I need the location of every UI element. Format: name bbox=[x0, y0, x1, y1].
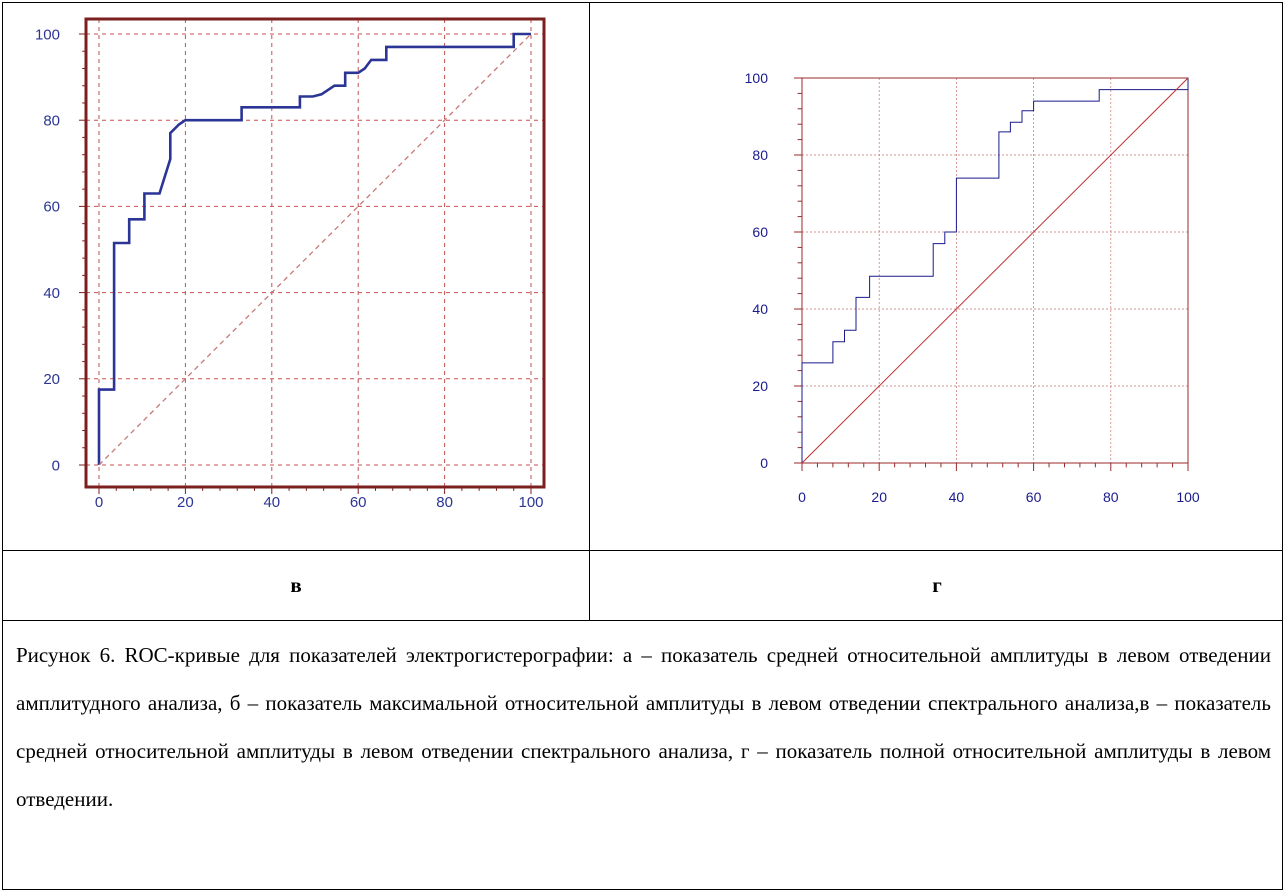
x-tick-label: 80 bbox=[436, 494, 453, 511]
y-tick-label: 20 bbox=[752, 378, 768, 394]
y-tick-label: 100 bbox=[35, 26, 60, 43]
column-divider bbox=[589, 3, 590, 621]
x-tick-label: 0 bbox=[95, 494, 103, 511]
roc-chart-g: 0 20 40 60 80 100 0 20 40 60 80 100 bbox=[745, 70, 1200, 505]
x-tick-label: 60 bbox=[350, 494, 367, 511]
roc-curve-line bbox=[97, 32, 531, 465]
panel-label-g: г bbox=[932, 573, 942, 597]
x-tick-label: 20 bbox=[871, 489, 887, 505]
x-tick-label: 100 bbox=[1176, 489, 1200, 505]
plot-frame bbox=[801, 77, 1189, 464]
x-tick-label: 20 bbox=[177, 494, 194, 511]
y-tick-label: 80 bbox=[43, 112, 60, 129]
y-tick-label: 40 bbox=[43, 285, 60, 302]
y-tick-label: 60 bbox=[43, 199, 60, 216]
y-tick-label: 60 bbox=[752, 224, 768, 240]
x-tick-label: 60 bbox=[1026, 489, 1042, 505]
x-tick-label: 0 bbox=[798, 489, 806, 505]
y-tick-label: 0 bbox=[52, 457, 60, 474]
chance-diagonal-line bbox=[98, 33, 532, 466]
roc-chart-v: 0 20 40 60 80 100 0 20 40 60 80 100 bbox=[35, 17, 546, 511]
y-tick-label: 40 bbox=[752, 301, 768, 317]
y-tick-label: 0 bbox=[760, 455, 768, 471]
x-tick-label: 100 bbox=[518, 494, 543, 511]
y-tick-label: 20 bbox=[43, 371, 60, 388]
chance-diagonal-line bbox=[801, 77, 1189, 464]
x-tick-label: 40 bbox=[263, 494, 280, 511]
figure-caption: Рисунок 6. ROC-кривые для показателей эл… bbox=[16, 643, 1271, 811]
x-tick-label: 40 bbox=[949, 489, 965, 505]
plot-frame bbox=[84, 17, 546, 489]
row-divider-labels bbox=[3, 620, 1282, 621]
row-divider-charts bbox=[3, 550, 1282, 551]
panel-label-v: в bbox=[290, 573, 302, 597]
roc-curve-line bbox=[801, 78, 1189, 463]
x-tick-label: 80 bbox=[1103, 489, 1119, 505]
y-tick-label: 80 bbox=[752, 147, 768, 163]
y-tick-label: 100 bbox=[745, 70, 769, 86]
